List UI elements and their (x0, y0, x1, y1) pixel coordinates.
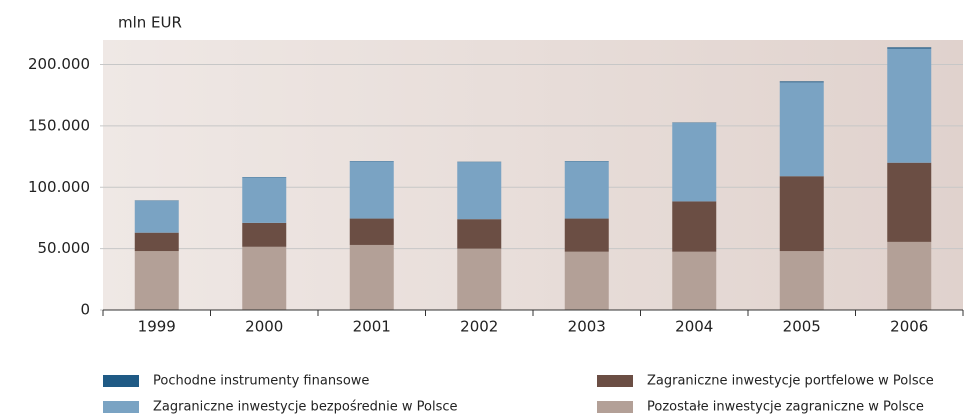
x-tick-label: 2005 (783, 318, 821, 336)
bar-segment (457, 162, 502, 220)
bar-segment (134, 232, 179, 252)
y-tick-label: 100.000 (28, 178, 90, 196)
bar-segment (779, 82, 824, 177)
legend-label: Pozostałe inwestycje zagraniczne w Polsc… (647, 400, 924, 415)
y-tick-label: 200.000 (28, 55, 90, 73)
bar-segment (457, 248, 502, 310)
x-tick-label: 2004 (675, 318, 713, 336)
x-tick-label: 2001 (353, 318, 391, 336)
bar-segment (457, 219, 502, 249)
bar-segment (134, 200, 179, 233)
x-tick-label: 2006 (890, 318, 928, 336)
bar-segment (349, 244, 394, 310)
bar-segment (672, 201, 717, 252)
bar-segment (349, 218, 394, 245)
bar-segment (242, 222, 287, 247)
y-axis-label: mln EUR (118, 14, 182, 32)
legend-swatch (103, 401, 139, 413)
bar-segment (887, 162, 932, 242)
x-tick-label: 2003 (568, 318, 606, 336)
legend-label: Pochodne instrumenty finansowe (153, 374, 369, 389)
bar-segment (779, 81, 824, 83)
plot-background (103, 40, 963, 310)
bar-segment (887, 241, 932, 310)
bar-segment (887, 47, 932, 49)
y-tick-label: 50.000 (38, 239, 91, 257)
x-tick-label: 2002 (460, 318, 498, 336)
legend-swatch (597, 401, 633, 413)
legend-label: Zagraniczne inwestycje portfelowe w Pols… (647, 374, 934, 389)
x-tick-label: 1999 (138, 318, 176, 336)
bar-segment (779, 176, 824, 252)
bar-segment (672, 122, 717, 202)
bar-segment (564, 218, 609, 252)
bar-segment (672, 251, 717, 310)
legend-swatch (597, 375, 633, 387)
bar-segment (564, 251, 609, 310)
legend-label: Zagraniczne inwestycje bezpośrednie w Po… (153, 400, 458, 415)
x-tick-label: 2000 (245, 318, 283, 336)
legend-swatch (103, 375, 139, 387)
y-tick-label: 150.000 (28, 116, 90, 134)
bar-segment (564, 161, 609, 219)
bar-segment (242, 177, 287, 223)
bar-segment (349, 161, 394, 219)
bar-segment (134, 251, 179, 310)
bar-segment (887, 48, 932, 163)
y-tick-label: 0 (80, 301, 90, 319)
bar-segment (779, 251, 824, 310)
bar-segment (242, 246, 287, 310)
